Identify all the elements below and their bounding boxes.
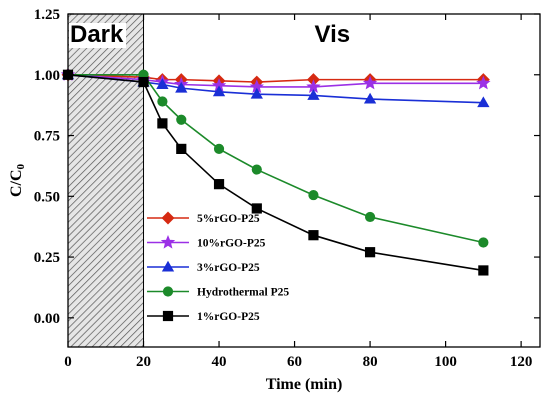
legend-label: 3%rGO-P25 xyxy=(197,262,260,274)
data-point xyxy=(213,179,225,190)
x-tick-label: 120 xyxy=(510,354,533,370)
legend-marker xyxy=(161,211,175,225)
data-point xyxy=(478,237,489,248)
legend-entry: 10%rGO-P25 xyxy=(147,234,266,250)
y-axis-label: C/C0 xyxy=(8,163,27,197)
y-tick-label: 0.75 xyxy=(34,129,60,145)
x-tick-label: 0 xyxy=(64,354,72,370)
y-tick-label: 0.50 xyxy=(34,189,60,205)
legend-marker xyxy=(160,234,176,249)
vis-region-label: Vis xyxy=(315,21,351,48)
data-point xyxy=(362,75,378,90)
y-axis-label-subscript: 0 xyxy=(15,163,27,169)
data-point xyxy=(364,247,376,258)
x-axis-label: Time (min) xyxy=(266,376,343,393)
data-point xyxy=(250,87,263,99)
legend: 5%rGO-P25 10%rGO-P25 3%rGO-P25 Hydrothermal… xyxy=(147,211,289,323)
y-axis-label-group: C/C0 xyxy=(8,163,27,197)
dark-region-label: Dark xyxy=(70,21,124,48)
data-point xyxy=(175,81,188,93)
legend-marker xyxy=(161,260,175,272)
y-tick-label: 1.00 xyxy=(34,68,60,84)
legend-label: Hydrothermal P25 xyxy=(197,287,289,299)
dark-label-background xyxy=(69,23,127,48)
legend-entry: Hydrothermal P25 xyxy=(147,286,289,299)
data-point xyxy=(308,230,319,241)
x-tick-label: 100 xyxy=(434,354,457,370)
data-point xyxy=(476,75,491,90)
data-point xyxy=(138,76,149,88)
data-point xyxy=(212,85,226,97)
legend-entry: 1%rGO-P25 xyxy=(147,310,260,323)
data-point xyxy=(477,96,490,108)
data-point xyxy=(308,189,319,201)
legend-label: 1%rGO-P25 xyxy=(197,311,260,323)
legend-label: 5%rGO-P25 xyxy=(197,213,260,225)
x-tick-label: 40 xyxy=(212,354,227,370)
data-point xyxy=(156,78,169,89)
legend-marker xyxy=(162,286,174,297)
data-point xyxy=(157,118,168,129)
x-tick-label: 80 xyxy=(363,354,378,370)
x-tick-label: 60 xyxy=(287,354,302,370)
plot-frame xyxy=(67,13,541,348)
data-point xyxy=(176,114,187,125)
legend-entry: 5%rGO-P25 xyxy=(147,211,260,225)
legend-label: 10%rGO-P25 xyxy=(197,238,266,250)
data-point xyxy=(364,211,376,223)
data-point xyxy=(363,92,377,104)
legend-entry: 3%rGO-P25 xyxy=(147,260,260,274)
y-tick-label: 0.00 xyxy=(34,311,60,327)
data-point xyxy=(307,89,320,100)
y-axis-label-main: C/C xyxy=(8,169,25,197)
y-tick-label: 1.25 xyxy=(34,7,60,23)
y-tick-label: 0.25 xyxy=(34,250,60,266)
data-point xyxy=(213,143,225,155)
data-point xyxy=(251,164,262,175)
data-point xyxy=(251,203,262,214)
data-point xyxy=(157,96,168,107)
data-point xyxy=(176,143,187,155)
ticks-layer: 0 20 40 60 80 100 120 0.00 0.25 0.50 0.75 1.00 1.25 xyxy=(34,7,540,370)
x-tick-label: 20 xyxy=(136,354,151,370)
data-point xyxy=(478,265,489,276)
legend-marker xyxy=(162,310,174,322)
dark-region xyxy=(68,14,144,347)
